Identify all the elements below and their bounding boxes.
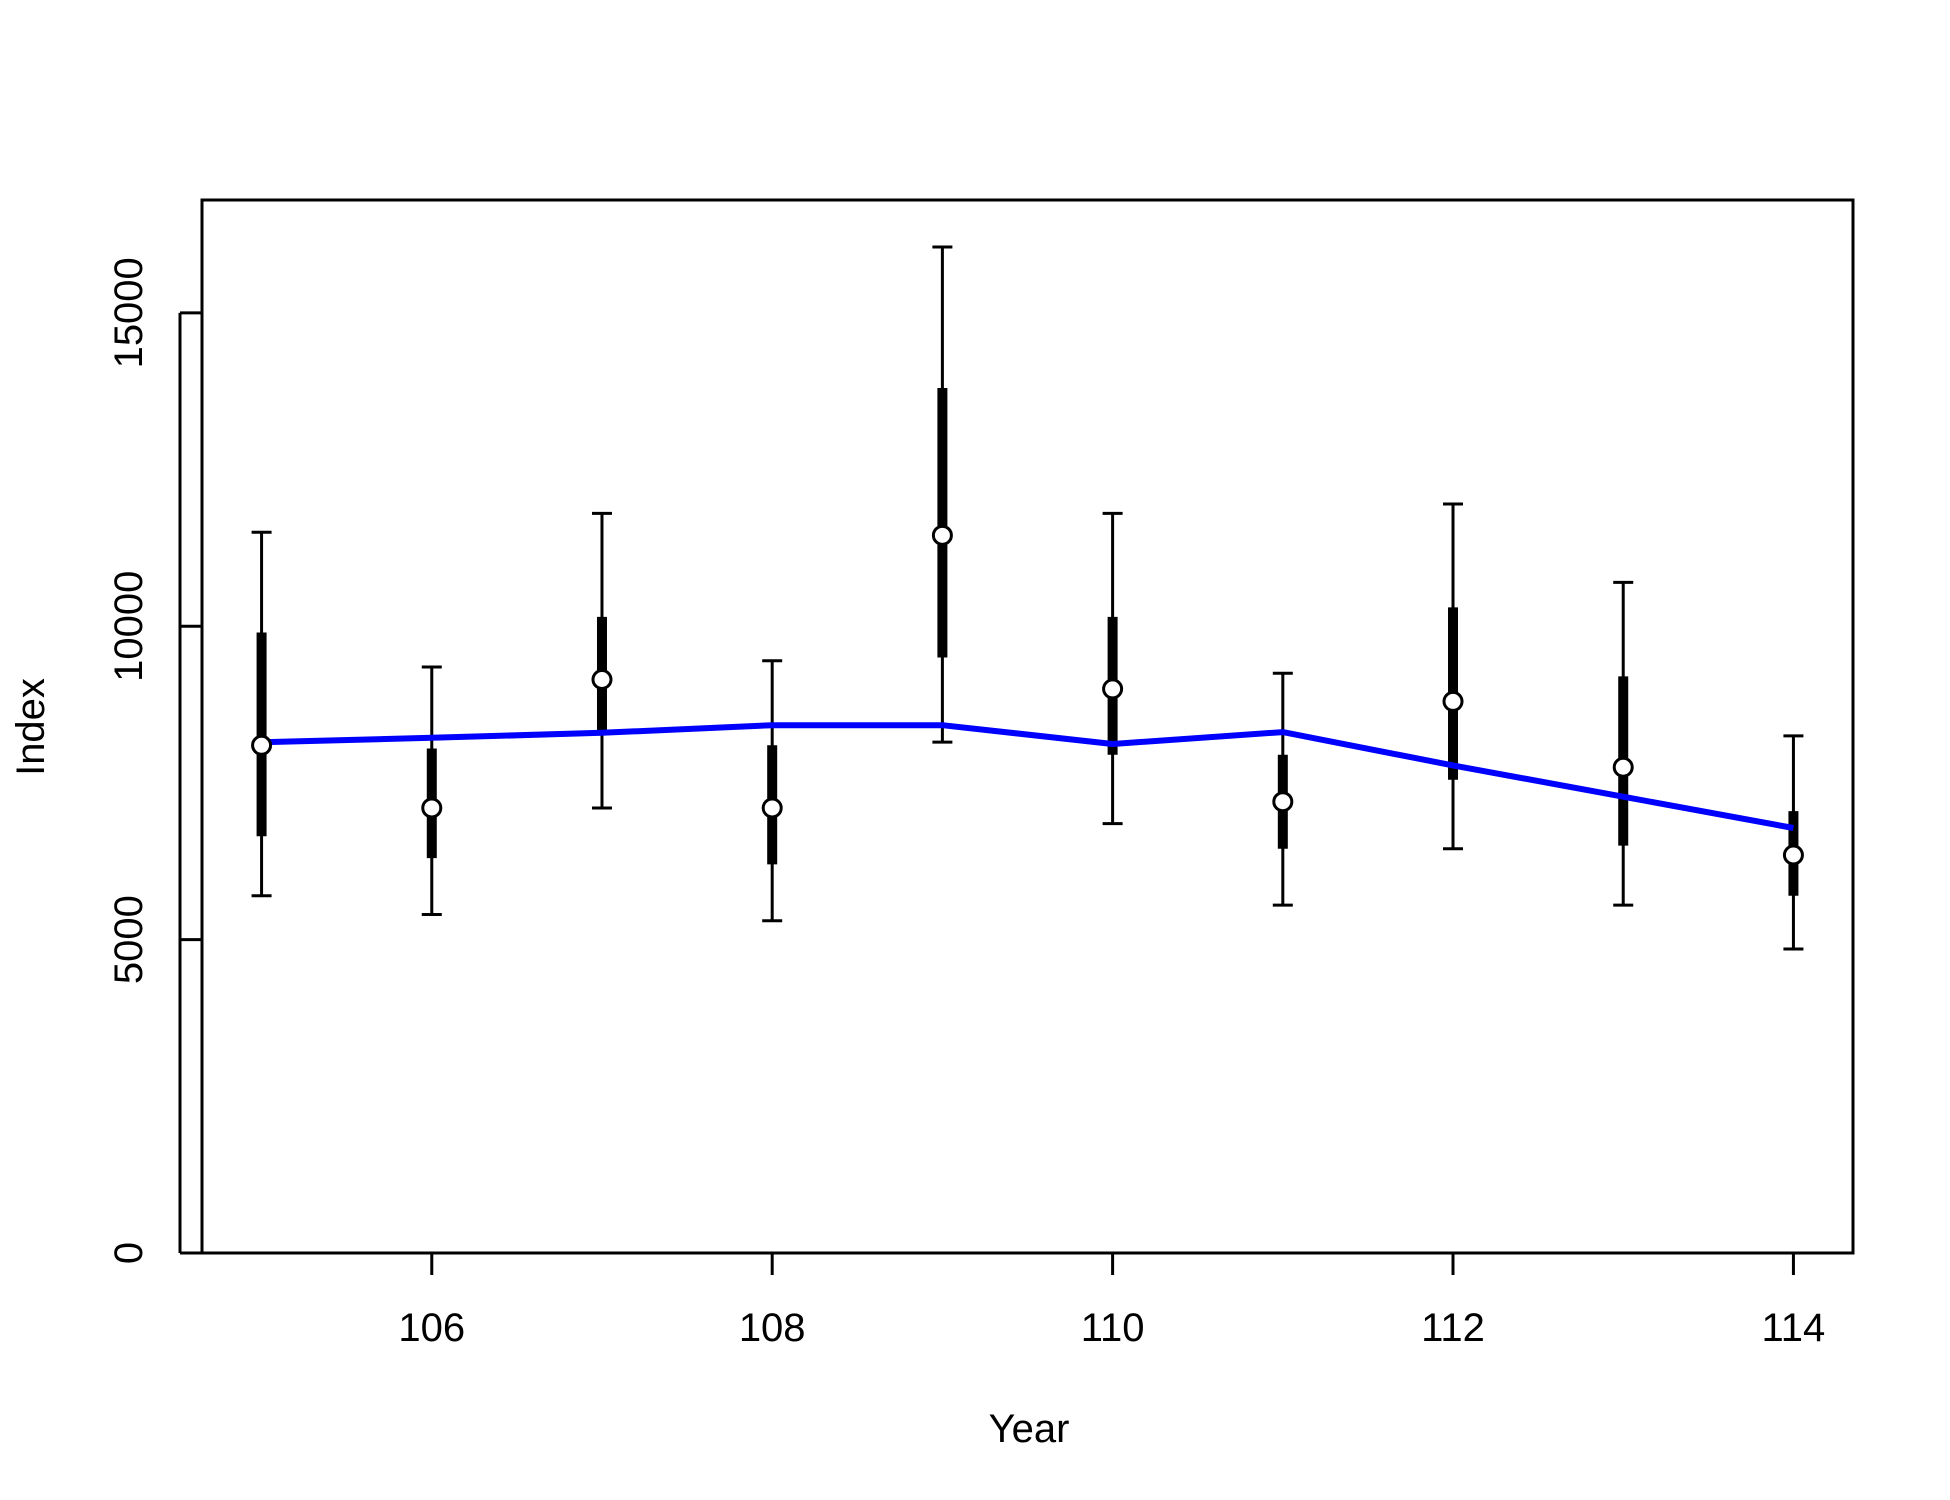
data-point xyxy=(761,797,783,819)
data-point xyxy=(591,668,613,690)
x-tick-label: 114 xyxy=(1762,1306,1826,1350)
y-axis: 0 5000 10000 15000 xyxy=(107,257,202,1264)
x-axis-title: Year xyxy=(989,1407,1070,1451)
data-point xyxy=(1272,791,1294,813)
data-point xyxy=(1612,756,1634,778)
x-tick-label: 106 xyxy=(398,1306,465,1350)
y-tick-label: 15000 xyxy=(107,257,151,368)
plot-frame xyxy=(200,198,1855,1255)
fit-line-group xyxy=(261,722,1794,831)
data-point xyxy=(1782,844,1804,866)
data-point xyxy=(1102,678,1124,700)
y-axis-title: Index xyxy=(9,678,53,776)
y-tick-label: 5000 xyxy=(107,895,151,984)
data-point xyxy=(931,524,953,546)
fit-line xyxy=(261,722,1794,831)
y-tick-label: 10000 xyxy=(107,571,151,682)
x-tick-label: 110 xyxy=(1081,1306,1145,1350)
point-group xyxy=(251,524,1804,866)
y-tick-label: 0 xyxy=(107,1242,151,1264)
x-axis: 106 108 110 112 114 xyxy=(180,1251,1826,1350)
data-point xyxy=(251,734,273,756)
data-point xyxy=(421,797,443,819)
x-tick-label: 112 xyxy=(1421,1306,1485,1350)
data-point xyxy=(1442,690,1464,712)
x-tick-label: 108 xyxy=(739,1306,806,1350)
interval-group xyxy=(251,245,1804,951)
